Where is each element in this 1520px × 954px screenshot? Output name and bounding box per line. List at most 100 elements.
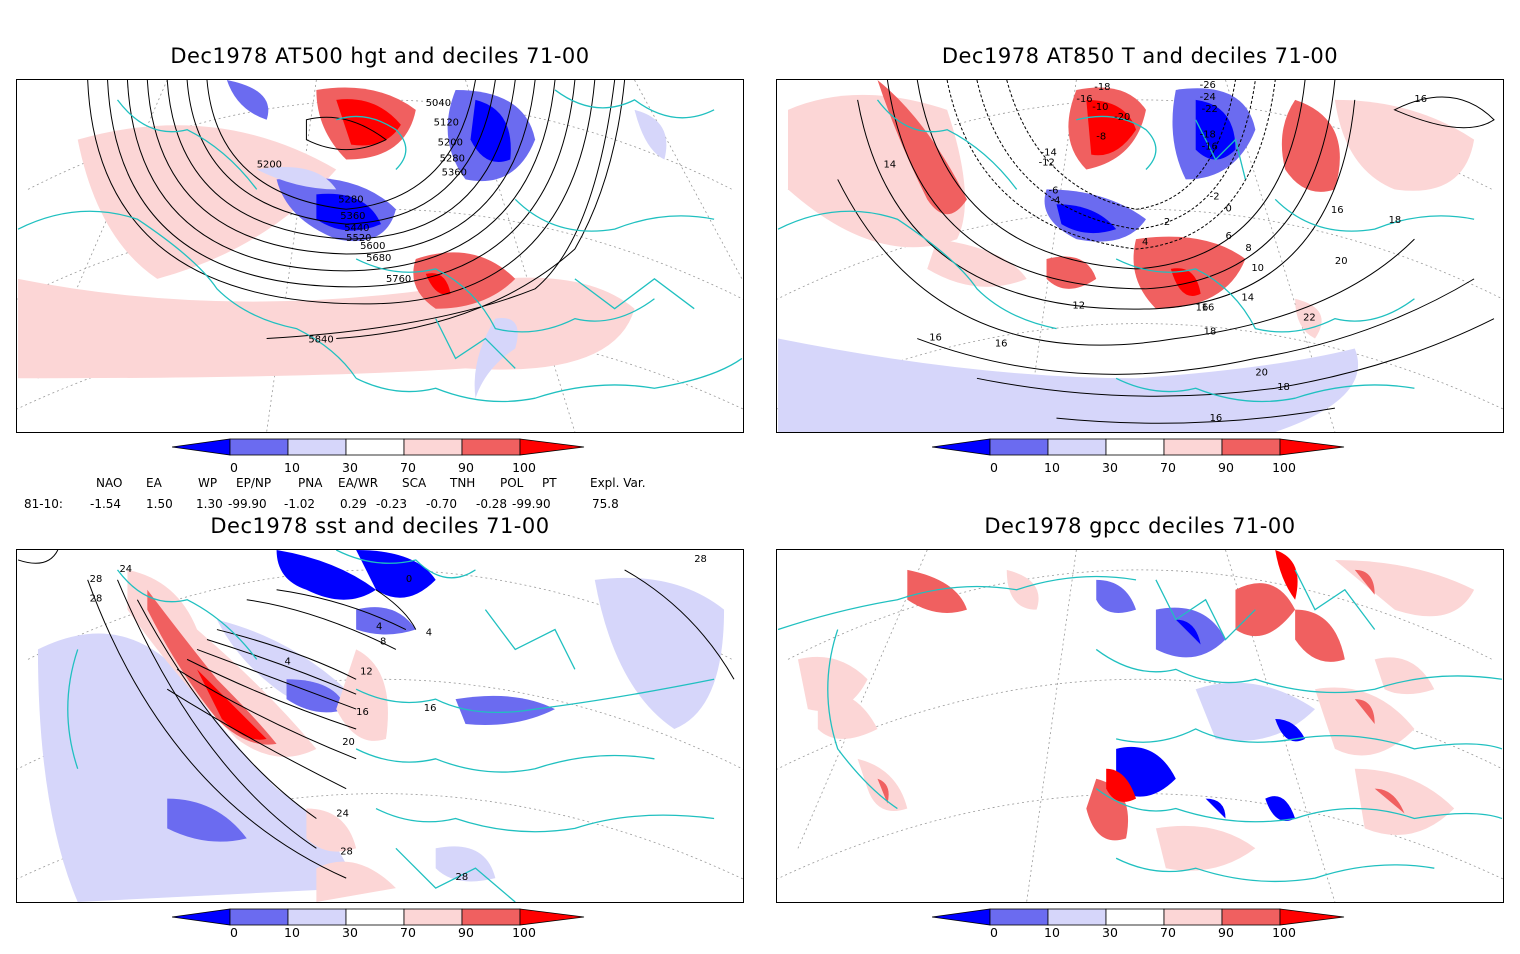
contour-label: -8 [1096,132,1106,143]
colorbar-segment [345,438,405,456]
contour-label: -16 [1076,94,1092,105]
colorbar-tick: 100 [1272,925,1296,940]
colorbar-segment [1279,908,1345,926]
colorbar-tick: 90 [458,925,474,940]
contour-label: -20 [1114,112,1130,123]
contour-label: 0 [406,574,412,585]
contour-label: 6 [1226,231,1232,242]
coastlines [17,89,743,403]
colorbar-bottom-right: 0 10 30 70 90 100 [931,908,1352,950]
colorbar-tick: 90 [1218,460,1234,475]
contour-label: 16 [1202,303,1215,314]
map-panel-at500: 5040 5120 5200 5280 5360 5200 5280 5360 … [16,79,744,433]
coastlines [777,99,1475,403]
colorbar-tick: 0 [990,925,998,940]
colorbar-svg [931,438,1345,456]
colorbar-tick: 10 [284,460,300,475]
map-at850-svg: -18 -16 -10 -20 -26 -24 -22 -18 -16 -14 … [777,80,1503,432]
contour-label: 5440 [344,223,369,234]
colorbar-tick: 70 [1160,925,1176,940]
index-value: -99.90 [512,497,551,511]
contour-label: 16 [995,338,1008,349]
colorbar-tick: 30 [342,925,358,940]
colorbar-segment [931,908,991,926]
contour-label: 28 [340,846,353,857]
contour-label: 5280 [338,194,363,205]
map-panel-gpcc [776,549,1504,903]
map-sst-svg: 28 24 28 0 4 4 8 12 16 16 20 24 28 28 28… [17,550,743,902]
contour-label: -14 [1041,148,1057,159]
contour-label: 4 [376,622,382,633]
contour-label: 12 [1072,301,1085,312]
decile-shading [778,80,1475,432]
title-panel-1: Dec1978 AT500 hgt and deciles 71-00 [170,44,590,68]
colorbar-segment [403,438,463,456]
title-panel-3: Dec1978 sst and deciles 71-00 [210,514,550,538]
contour-label: -12 [1039,158,1055,169]
colorbar-tick: 0 [990,460,998,475]
colorbar-tick: 10 [1044,460,1060,475]
index-value: 1.50 [146,497,173,511]
contour-label: 5600 [360,241,385,252]
contour-label: 4 [426,628,432,639]
colorbar-segment [461,438,521,456]
colorbar-svg [931,908,1345,926]
colorbar-segment [1221,438,1281,456]
contour-label: 16 [356,707,369,718]
contour-label: 28 [90,574,103,585]
map-panel-sst: 28 24 28 0 4 4 8 12 16 16 20 24 28 28 28… [16,549,744,903]
colorbar-tick: 70 [400,460,416,475]
contour-label: 5840 [308,335,333,346]
contour-label: 28 [90,594,103,605]
contour-labels: 28 24 28 0 4 4 8 12 16 16 20 24 28 28 28… [90,554,707,883]
contour-label: 5120 [434,118,459,129]
contour-label: 12 [360,666,373,677]
index-header: PT [542,476,557,490]
colorbar-top-left: 0 10 30 70 90 100 [171,438,592,480]
contour-label: 4 [1142,237,1148,248]
contour-label: 20 [1255,367,1268,378]
colorbar-segment [229,908,289,926]
colorbar-segment [1279,438,1345,456]
map-panel-at850: -18 -16 -10 -20 -26 -24 -22 -18 -16 -14 … [776,79,1504,433]
colorbar-segment [287,908,347,926]
contour-label: 18 [1204,327,1217,338]
index-header: PNA [298,476,323,490]
colorbar-segment [403,908,463,926]
decile-shading [18,80,667,399]
colorbar-segment [1163,908,1223,926]
map-at500-svg: 5040 5120 5200 5280 5360 5200 5280 5360 … [17,80,743,432]
colorbar-segment [461,908,521,926]
index-header: EA [146,476,162,490]
contour-label: 14 [883,160,896,171]
colorbar-top-right: 0 10 30 70 90 100 [931,438,1352,480]
contour-label: 24 [336,808,349,819]
index-header: EA/WR [338,476,379,490]
colorbar-tick: 0 [230,925,238,940]
contour-label: 4 [285,656,291,667]
colorbar-svg [171,908,585,926]
contour-label: -26 [1200,80,1216,91]
index-header: SCA [402,476,427,490]
contour-label: 8 [1245,243,1251,254]
contour-label: 20 [342,737,355,748]
contour-label: -18 [1200,130,1216,141]
coastlines [777,569,1503,883]
colorbar-segment [989,438,1049,456]
colorbar-segment [1105,908,1165,926]
index-header: Expl. Var. [590,476,646,490]
colorbar-tick: 30 [1102,460,1118,475]
coastlines [67,550,715,902]
contour-label: 16 [1210,413,1223,424]
colorbar-tick: 90 [1218,925,1234,940]
index-header: NAO [96,476,123,490]
colorbar-segment [171,438,231,456]
colorbar-tick: 100 [1272,460,1296,475]
colorbar-segment [1163,438,1223,456]
colorbar-segment [1221,908,1281,926]
contour-label: 22 [1303,313,1316,324]
contour-label: 28 [694,554,707,565]
contour-label: -4 [1051,195,1061,206]
contour-label: 5280 [440,154,465,165]
colorbar-segment [287,438,347,456]
